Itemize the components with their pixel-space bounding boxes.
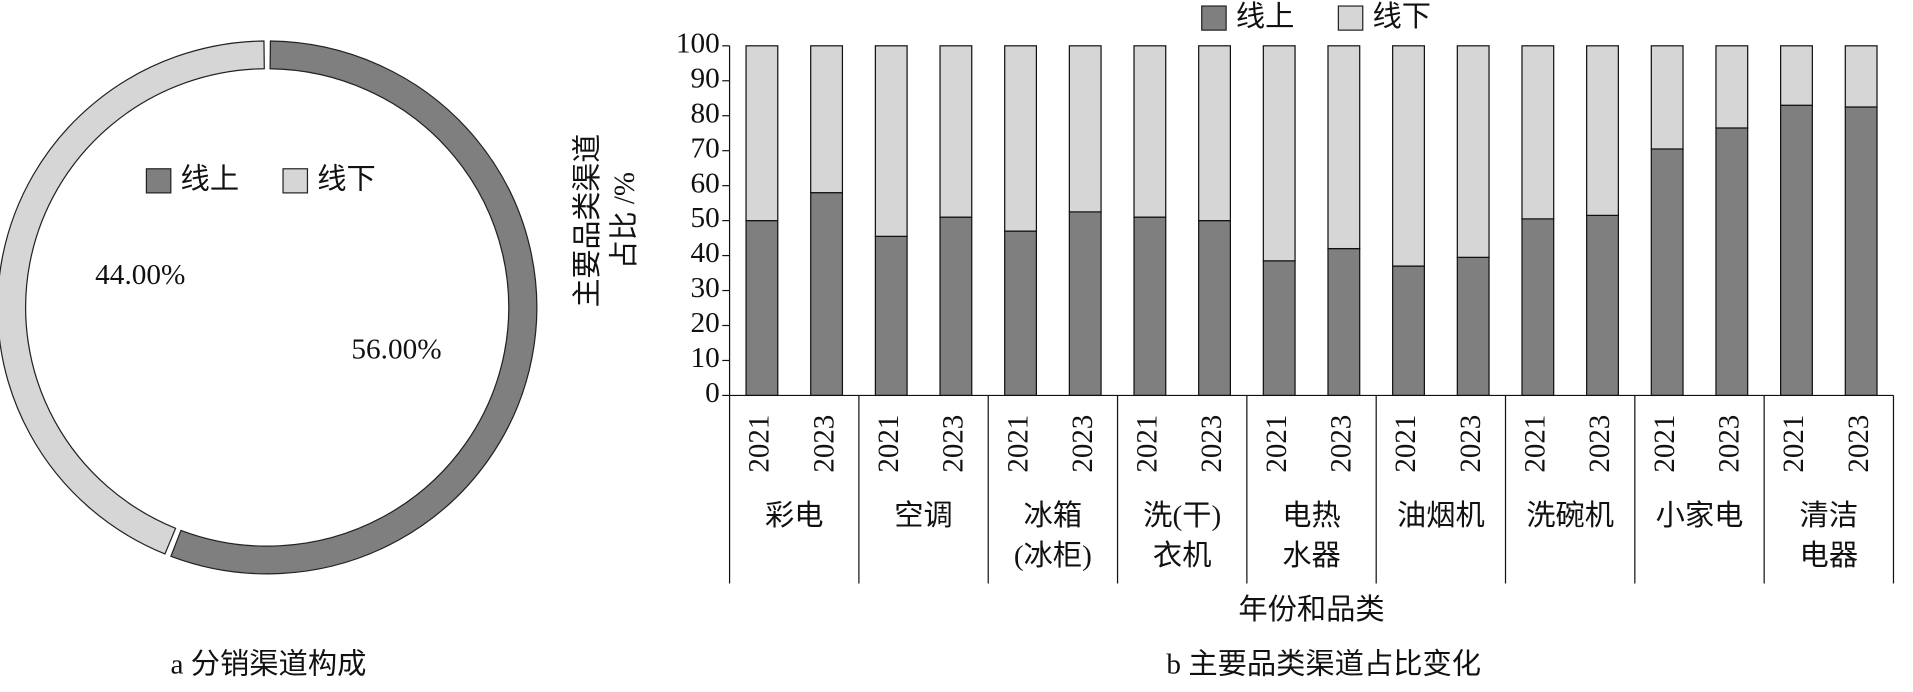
x-tick-label: 2023 (808, 415, 840, 473)
bar-segment (1521, 218, 1555, 397)
bar-segment (1650, 45, 1684, 150)
legend-swatch (1201, 5, 1227, 31)
bar-segment (1392, 265, 1425, 397)
group-label: 油烟机 (1397, 499, 1485, 532)
bar-segment (1650, 148, 1684, 397)
x-tick-label: 2021 (873, 415, 905, 473)
bar-segment (1392, 45, 1425, 267)
legend-label: 线下 (1373, 0, 1432, 33)
group-label: 衣机 (1153, 539, 1212, 572)
data-label: 44.00% (95, 259, 185, 291)
group-label: (冰柜) (1014, 539, 1092, 572)
x-axis-label: 年份和品类 (1238, 593, 1384, 626)
y-tick-label: 100 (676, 28, 720, 60)
bar-segment (1068, 211, 1102, 397)
bar-segment (1327, 45, 1361, 250)
bar-segment (1068, 45, 1102, 213)
bar-segment (1133, 216, 1167, 397)
group-label: 清洁 (1800, 499, 1859, 532)
group-label: 空调 (894, 499, 953, 532)
x-tick-label: 2023 (1196, 415, 1228, 473)
x-tick-label: 2021 (1649, 415, 1681, 473)
x-tick-label: 2021 (743, 415, 775, 473)
bar-segment (1456, 45, 1490, 258)
x-tick-label: 2021 (1778, 415, 1810, 473)
group-label: 彩电 (765, 499, 824, 532)
caption-b: b 主要品类渠道占比变化 (1166, 647, 1481, 680)
bar-segment (745, 220, 779, 397)
y-tick-label: 40 (691, 237, 720, 269)
bar-segment (1844, 106, 1878, 397)
bar-segment (1715, 45, 1749, 129)
legend-swatch (1337, 5, 1364, 31)
legend-label: 线上 (181, 163, 240, 196)
group-label: 电热 (1282, 499, 1341, 532)
caption-a: a 分销渠道构成 (170, 647, 366, 680)
x-tick-label: 2021 (1390, 415, 1422, 473)
bar-segment (1198, 45, 1232, 222)
x-tick-label: 2023 (1843, 415, 1875, 473)
bar-segment (1198, 220, 1232, 397)
bar-segment (1780, 45, 1813, 106)
x-tick-label: 2023 (1067, 415, 1099, 473)
bar-segment (810, 192, 844, 397)
bar-segment (810, 45, 844, 194)
legend-swatch (145, 168, 172, 194)
group-label: 洗(干) (1143, 499, 1221, 532)
bar-segment (1133, 45, 1167, 218)
x-tick-label: 2023 (1455, 415, 1487, 473)
y-axis-label: 占比 /% (608, 172, 641, 269)
y-tick-label: 30 (691, 272, 720, 304)
y-tick-label: 60 (691, 167, 720, 199)
x-tick-label: 2023 (937, 415, 969, 473)
y-tick-label: 80 (691, 98, 720, 130)
y-tick-label: 50 (691, 202, 720, 234)
legend-label: 线上 (1236, 0, 1295, 33)
legend-swatch (282, 168, 309, 194)
y-tick-label: 20 (691, 307, 720, 339)
group-label: 洗碗机 (1526, 499, 1614, 532)
group-label: 小家电 (1656, 499, 1744, 532)
bar-segment (1004, 230, 1038, 397)
x-tick-label: 2021 (1131, 415, 1163, 473)
x-tick-label: 2023 (1584, 415, 1616, 473)
bar-segment (1004, 45, 1038, 232)
y-tick-label: 0 (705, 377, 720, 409)
x-tick-label: 2021 (1261, 415, 1293, 473)
bar-segment (939, 216, 973, 397)
bar-segment (1262, 45, 1296, 262)
bar-segment (1586, 214, 1619, 397)
bar-segment (874, 235, 908, 397)
bar-segment (1586, 45, 1619, 216)
legend-label: 线下 (317, 163, 376, 196)
x-tick-label: 2023 (1713, 415, 1745, 473)
donut-segment (0, 40, 265, 555)
group-label: 水器 (1282, 539, 1341, 572)
bar-segment (745, 45, 779, 222)
bar-segment (939, 45, 973, 218)
data-label: 56.00% (351, 334, 441, 366)
bar-segment (1456, 256, 1490, 397)
bar-segment (1715, 127, 1749, 397)
x-tick-label: 2021 (1519, 415, 1551, 473)
group-label: 电器 (1800, 539, 1859, 572)
y-tick-label: 90 (691, 63, 720, 95)
x-tick-label: 2023 (1325, 415, 1357, 473)
y-tick-label: 70 (691, 132, 720, 164)
y-axis-label: 主要品类渠道 (571, 134, 604, 308)
y-tick-label: 10 (691, 342, 720, 374)
bar-segment (1327, 247, 1361, 397)
bar-segment (1780, 104, 1813, 397)
bar-segment (874, 45, 908, 237)
donut-segment (170, 40, 538, 575)
bar-segment (1521, 45, 1555, 220)
x-tick-label: 2021 (1002, 415, 1034, 473)
bar-segment (1844, 45, 1878, 108)
group-label: 冰箱 (1024, 499, 1083, 532)
bar-segment (1262, 260, 1296, 397)
